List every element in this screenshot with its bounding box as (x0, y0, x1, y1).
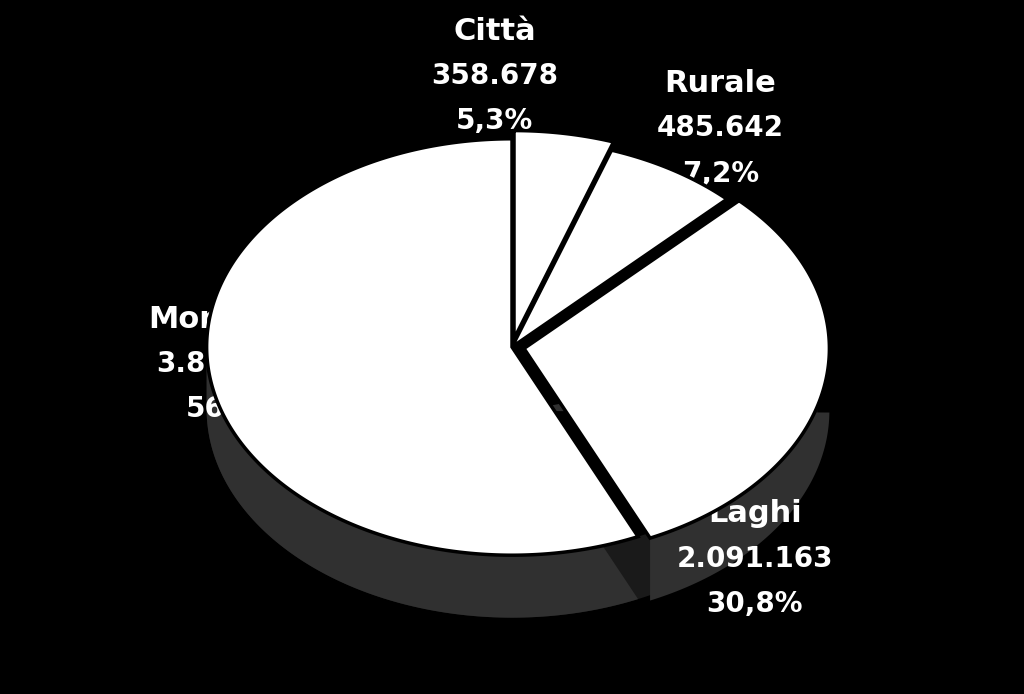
Text: 5,3%: 5,3% (456, 108, 534, 135)
Polygon shape (514, 130, 613, 339)
Text: 30,8%: 30,8% (707, 590, 803, 618)
Polygon shape (524, 201, 829, 538)
Text: Laghi: Laghi (708, 499, 802, 528)
Text: 56,8%: 56,8% (186, 396, 283, 423)
Text: 358.678: 358.678 (431, 62, 558, 90)
Polygon shape (207, 347, 817, 618)
Polygon shape (207, 201, 817, 618)
Text: 2.091.163: 2.091.163 (677, 545, 834, 573)
Polygon shape (512, 150, 727, 347)
Polygon shape (207, 348, 638, 618)
Text: Montagna: Montagna (148, 305, 321, 334)
Text: Città: Città (454, 17, 536, 46)
Text: 7,2%: 7,2% (682, 160, 759, 187)
Polygon shape (207, 139, 638, 555)
Polygon shape (524, 350, 829, 600)
Text: Rurale: Rurale (665, 69, 776, 98)
Text: 485.642: 485.642 (656, 115, 783, 142)
Text: 3.855.347: 3.855.347 (156, 350, 313, 378)
